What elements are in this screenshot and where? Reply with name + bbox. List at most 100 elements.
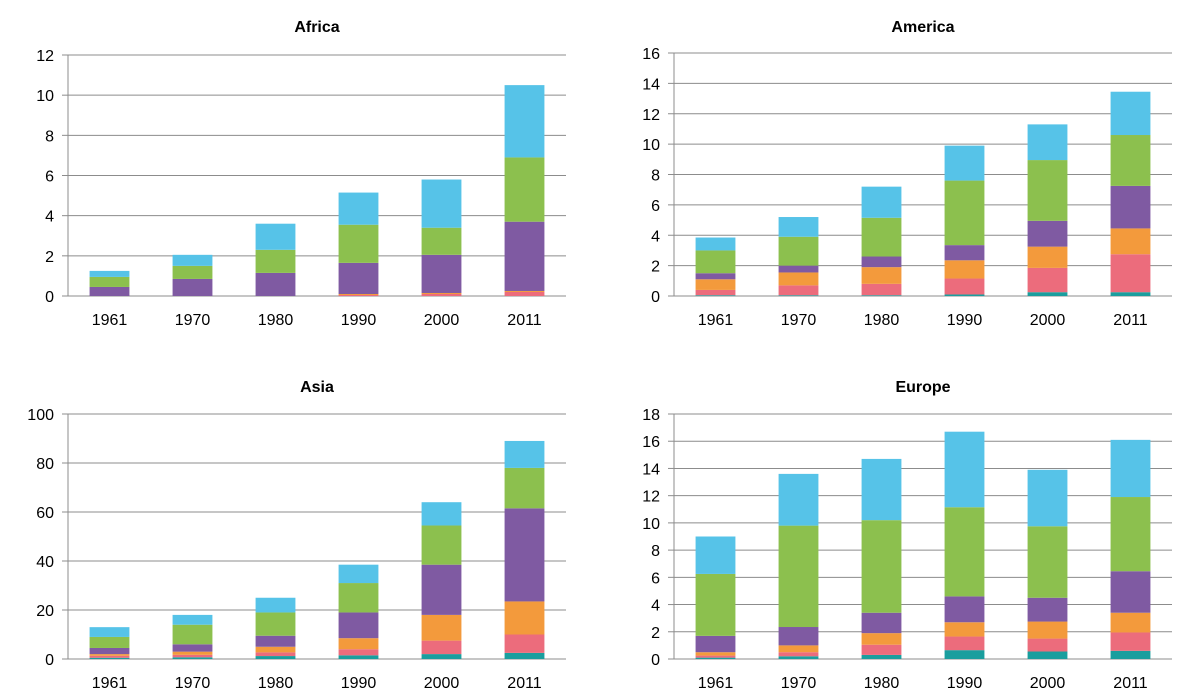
bar-segment-2000-s3	[421, 292, 462, 294]
bar-segment-2000-s3	[1027, 621, 1068, 639]
bar-segment-2000-s5	[1027, 160, 1068, 221]
bar-segment-1961-s1	[695, 295, 736, 296]
bar-segment-2011-s2	[504, 291, 545, 296]
x-tick-label: 2000	[424, 312, 460, 329]
bar-segment-1980-s5	[861, 520, 902, 613]
bar-segment-1990-s4	[944, 245, 985, 261]
bar-segment-2000-s6	[421, 502, 462, 526]
bar-segment-1980-s2	[861, 283, 902, 296]
bar-segment-2011-s5	[504, 157, 545, 222]
x-tick-label: 2000	[1030, 312, 1066, 329]
x-tick-label: 1961	[92, 675, 128, 692]
y-tick-label: 18	[642, 407, 660, 424]
bar-segment-2011-s3	[1110, 612, 1151, 633]
bar-segment-2000-s6	[421, 179, 462, 228]
bar-segment-1970-s3	[778, 645, 819, 653]
bar-segment-1980-s5	[255, 612, 296, 636]
bar-segment-1961-s4	[89, 286, 130, 296]
bar-segment-1980-s6	[861, 186, 902, 218]
bar-segment-2011-s1	[1110, 292, 1151, 296]
x-tick-label: 2011	[507, 312, 542, 329]
bar-segment-1970-s4	[172, 644, 213, 652]
x-tick-label: 1970	[175, 675, 211, 692]
bar-segment-2000-s5	[421, 227, 462, 255]
x-tick-label: 1970	[781, 675, 817, 692]
bar-segment-1990-s4	[944, 596, 985, 623]
bar-segment-1980-s2	[255, 652, 296, 657]
bar-segment-1961-s4	[695, 635, 736, 653]
chart-panel-asia: Asia 0 20 40 60 80 100 1961 1970 1980 1990 2000 2011	[27, 379, 566, 692]
x-tick-label: 1990	[947, 312, 983, 329]
bar-segment-2000-s2	[1027, 638, 1068, 652]
x-tick-label: 1980	[864, 675, 900, 692]
bar-segment-1970-s6	[172, 254, 213, 266]
bar-segment-2000-s1	[1027, 651, 1068, 659]
chart-title: America	[891, 19, 954, 36]
bar-segment-2011-s5	[1110, 497, 1151, 572]
y-tick-label: 12	[642, 489, 660, 506]
bar-segment-2000-s2	[421, 293, 462, 296]
bar-segment-2000-s3	[1027, 246, 1068, 268]
bar-segment-1990-s2	[944, 636, 985, 651]
y-tick-label: 8	[651, 543, 660, 560]
bar-segment-2011-s6	[1110, 91, 1151, 136]
y-tick-label: 4	[45, 209, 54, 226]
bar-segment-1970-s5	[778, 236, 819, 266]
chart-title: Europe	[895, 379, 950, 396]
y-tick-label: 40	[36, 554, 54, 571]
bar-segment-1961-s2	[695, 289, 736, 296]
bar-segment-1961-s1	[695, 657, 736, 659]
bar-segment-1961-s6	[695, 237, 736, 251]
bar-segment-1980-s5	[255, 249, 296, 273]
x-tick-label: 1970	[781, 312, 817, 329]
x-tick-label: 2000	[1030, 675, 1066, 692]
bar-segment-1980-s4	[861, 612, 902, 634]
x-tick-label: 2011	[1113, 675, 1148, 692]
x-tick-label: 1990	[947, 675, 983, 692]
bar-segment-1980-s5	[861, 217, 902, 257]
bar-segment-1961-s2	[89, 655, 130, 658]
x-tick-label: 1980	[258, 312, 294, 329]
y-tick-label: 16	[642, 434, 660, 451]
y-tick-label: 2	[651, 259, 660, 276]
bar-segment-1990-s1	[944, 650, 985, 659]
bar-segment-2011-s4	[1110, 185, 1151, 229]
bar-segment-1990-s5	[944, 507, 985, 597]
bar-segment-1990-s5	[338, 583, 379, 613]
bar-segment-1970-s2	[778, 285, 819, 296]
bar-segment-1990-s5	[338, 224, 379, 263]
bar-segment-2011-s6	[504, 85, 545, 158]
y-tick-label: 0	[45, 652, 54, 669]
chart-title: Africa	[294, 19, 339, 36]
bar-segment-1961-s6	[89, 627, 130, 637]
bar-segment-2000-s2	[1027, 267, 1068, 293]
bar-segment-2011-s4	[504, 508, 545, 602]
bar-segment-2000-s4	[1027, 597, 1068, 622]
y-tick-label: 0	[651, 289, 660, 306]
bar-segment-1980-s4	[255, 272, 296, 296]
bar-segment-2011-s3	[1110, 228, 1151, 255]
bar-segment-1970-s4	[778, 627, 819, 646]
bar-segment-1990-s4	[338, 612, 379, 639]
bar-segment-1990-s6	[338, 564, 379, 584]
y-tick-label: 8	[651, 168, 660, 185]
bar-segment-2000-s5	[421, 525, 462, 565]
x-tick-label: 1980	[258, 675, 294, 692]
y-tick-label: 6	[45, 169, 54, 186]
bar-segment-1970-s5	[172, 624, 213, 645]
chart-panel-africa: Africa 0 2 4 6 8 10 12 1961 1970 1980 1990 2000 2011	[36, 19, 566, 329]
bar-segment-1970-s1	[778, 295, 819, 296]
bar-segment-2011-s2	[1110, 632, 1151, 651]
x-tick-label: 1961	[92, 312, 128, 329]
bar-segment-1990-s1	[944, 294, 985, 296]
bar-segment-1961-s3	[695, 279, 736, 290]
y-tick-label: 60	[36, 505, 54, 522]
bar-segment-1990-s1	[338, 655, 379, 659]
bar-segment-1990-s5	[944, 180, 985, 246]
y-tick-label: 2	[45, 249, 54, 266]
x-tick-label: 1961	[698, 312, 734, 329]
x-tick-label: 2011	[507, 675, 542, 692]
bar-segment-2011-s2	[504, 634, 545, 653]
bar-segment-2000-s6	[1027, 124, 1068, 161]
bar-segment-1961-s2	[695, 655, 736, 658]
